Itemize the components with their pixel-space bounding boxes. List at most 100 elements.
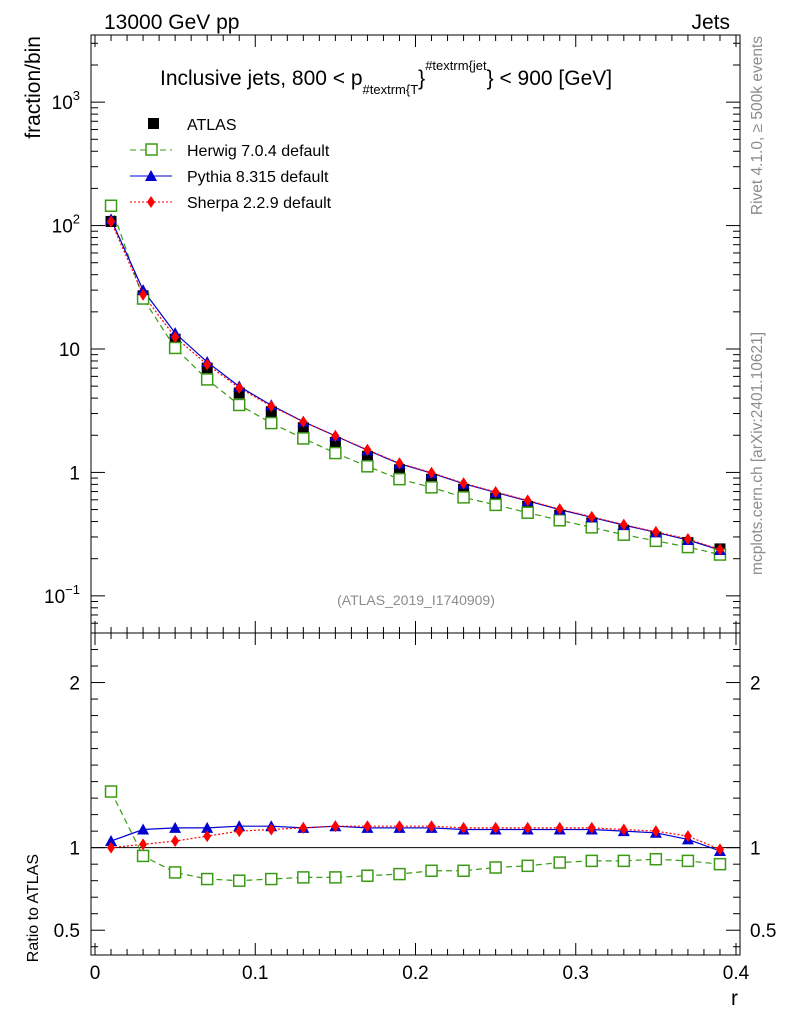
main-panel: 10−1 1 10 102 103: [44, 34, 741, 634]
ratio-point: [363, 820, 372, 833]
chart-title: Inclusive jets, 800 < p#textrm{T}#textrm…: [160, 58, 612, 97]
data-point-mc: [395, 457, 404, 470]
legend-entry-herwig: Herwig 7.0.4 default: [187, 143, 330, 160]
legend-entry-pythia: Pythia 8.315 default: [187, 169, 329, 186]
y-tick-label-ratio: 2: [69, 674, 80, 695]
ratio-point: [651, 825, 660, 838]
data-point-mc: [715, 543, 724, 556]
y-tick-label-main: 102: [52, 212, 80, 238]
ratio-point: [297, 871, 310, 884]
y-tick-label-ratio: 1: [69, 839, 80, 860]
ratio-point: [427, 820, 436, 833]
y-tick-label-ratio: 0.5: [54, 921, 80, 942]
x-tick-label: 0.3: [563, 963, 589, 984]
data-point-mc: [203, 358, 212, 371]
data-point-mc: [683, 532, 692, 545]
ratio-point: [105, 835, 118, 847]
data-point-mc: [200, 373, 214, 386]
data-point-mc: [168, 341, 182, 355]
legend-marker-herwig: [145, 143, 158, 156]
data-point-atlas: [297, 422, 309, 434]
ratio-point: [555, 821, 564, 834]
ratio-point: [136, 849, 150, 863]
data-point-mc: [553, 514, 566, 527]
x-axis-label: r: [731, 987, 738, 1010]
data-point-atlas: [490, 492, 502, 504]
ratio-point: [393, 867, 406, 881]
header-right: Jets: [691, 11, 730, 34]
data-point-mc: [232, 398, 246, 412]
ratio-point: [329, 871, 342, 884]
series-line-ratio: [110, 825, 721, 850]
ratio-point: [457, 864, 470, 878]
ratio-point: [331, 820, 340, 833]
y-tick-label-main: 10: [59, 340, 80, 361]
data-point-atlas: [458, 483, 470, 495]
ratio-point: [104, 785, 118, 798]
header-left: 13000 GeV pp: [104, 11, 239, 34]
x-tick-label: 0: [90, 963, 101, 984]
legend-marker-atlas: [148, 118, 159, 129]
ratio-point: [553, 856, 566, 869]
ratio-point: [649, 852, 663, 866]
data-point-mc: [425, 481, 438, 494]
data-point-mc: [587, 510, 596, 523]
ratio-point: [137, 823, 150, 835]
data-point-mc: [555, 503, 564, 516]
y-axis-label-ratio: Ratio to ATLAS: [25, 854, 42, 962]
ratio-point: [715, 843, 724, 856]
data-point-atlas: [426, 473, 438, 485]
ratio-panel: 0 0.1 0.2 0.3 0.40.5 0.51 12 2: [54, 632, 776, 984]
data-point-mc: [299, 415, 308, 428]
ratio-point: [299, 821, 308, 834]
data-point-mc: [459, 477, 468, 490]
ratio-point: [201, 821, 214, 833]
ratio-point: [617, 854, 631, 868]
ratio-point: [713, 857, 727, 871]
data-point-mc: [521, 506, 534, 519]
ratio-point: [203, 830, 212, 843]
y-tick-label-ratio-right: 0.5: [750, 921, 776, 942]
y-tick-label-ratio-right: 2: [750, 674, 761, 695]
legend-marker-sherpa: [147, 196, 155, 208]
data-point-mc: [619, 518, 628, 531]
y-tick-label-ratio-right: 1: [750, 839, 761, 860]
data-point-atlas: [329, 436, 341, 448]
legend: ATLAS Herwig 7.0.4 default Pythia 8.315 …: [130, 117, 332, 212]
data-point-mc: [489, 498, 502, 512]
data-point-mc: [491, 485, 500, 498]
data-point-mc: [617, 528, 631, 541]
ratio-point: [521, 859, 534, 873]
y-tick-label-main: 10−1: [44, 582, 80, 608]
ratio-point: [491, 821, 500, 834]
ratio-point: [587, 821, 596, 834]
legend-entry-sherpa: Sherpa 2.2.9 default: [187, 195, 332, 212]
data-point-atlas: [393, 464, 405, 476]
data-point-mc: [427, 466, 436, 479]
analysis-id: (ATLAS_2019_I1740909): [337, 592, 495, 608]
ratio-point: [459, 821, 468, 834]
ratio-point: [265, 872, 278, 886]
series-line-ratio: [110, 825, 721, 852]
legend-entry-atlas: ATLAS: [187, 117, 237, 134]
ratio-point: [425, 864, 438, 878]
data-point-mc: [523, 494, 532, 507]
data-point-mc: [297, 432, 310, 445]
ratio-point: [523, 821, 532, 834]
x-tick-label: 0.4: [723, 963, 750, 984]
x-tick-label: 0.2: [402, 963, 428, 984]
data-point-atlas: [361, 450, 373, 462]
mcplots-label: mcplots.cern.ch [arXiv:2401.10621]: [749, 332, 766, 575]
legend-marker-pythia: [145, 170, 157, 181]
data-point-mc: [139, 288, 148, 301]
ratio-point: [267, 823, 276, 836]
ratio-point: [619, 823, 628, 836]
data-point-mc: [393, 472, 406, 486]
ratio-point: [585, 854, 599, 868]
ratio-point: [681, 854, 695, 868]
data-point-mc: [331, 429, 340, 442]
ratio-point: [395, 820, 404, 833]
ratio-point: [139, 838, 148, 851]
data-point-mc: [585, 521, 599, 534]
